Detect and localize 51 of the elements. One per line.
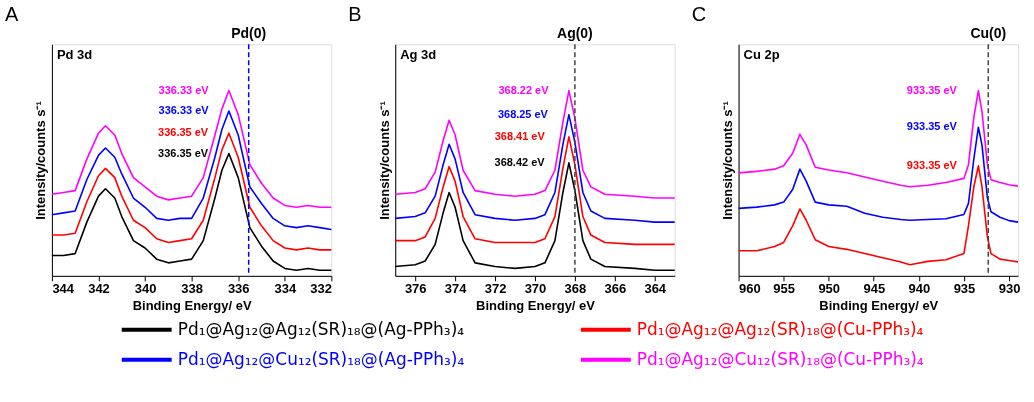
chart-title: C — [691, 3, 707, 26]
chart-subtitle: Ag 3d — [400, 47, 437, 63]
annotation: 933.35 eV — [906, 158, 958, 171]
x-tick-label: 960 — [739, 281, 761, 297]
x-tick-label: 945 — [863, 281, 886, 297]
chart-subtitle: Cu 2p — [743, 47, 780, 63]
x-tick-label: 340 — [134, 281, 157, 297]
x-tick-label: 372 — [484, 281, 507, 297]
x-tick-label: 364 — [644, 281, 667, 297]
y-axis-title: Intensity/counts s⁻¹ — [720, 101, 736, 220]
annotation: 368.42 eV — [494, 155, 546, 168]
x-tick-label: 368 — [564, 281, 587, 297]
y-axis-title: Intensity/counts s⁻¹ — [33, 101, 49, 220]
annotation: 336.33 eV — [158, 103, 210, 116]
annotation: 336.35 eV — [158, 146, 209, 159]
x-tick-label: 336 — [227, 281, 250, 297]
annotation: 933.35 eV — [906, 83, 958, 96]
x-tick-label: 334 — [274, 281, 297, 297]
x-tick-label: 940 — [908, 281, 931, 297]
x-tick-label: 332 — [310, 281, 332, 297]
legend-label: Pd₁@Ag₁₂@Cu₁₂(SR)₁₈@(Ag-PPh₃)₄ — [177, 348, 465, 369]
x-tick-label: 930 — [998, 281, 1021, 297]
x-tick-label: 935 — [953, 281, 976, 297]
x-axis-title: Binding Energy/ eV — [476, 298, 596, 314]
legend-label: Pd₁@Ag₁₂@Ag₁₂(SR)₁₈@(Ag-PPh₃)₄ — [177, 318, 465, 339]
annotation: 368.22 eV — [498, 83, 550, 96]
x-tick-label: 366 — [604, 281, 627, 297]
x-tick-label: 955 — [773, 281, 795, 297]
annotation: 368.41 eV — [494, 129, 546, 142]
annotation: 336.35 eV — [158, 126, 209, 139]
x-tick-label: 344 — [52, 281, 75, 297]
ref-line-label: Ag(0) — [557, 25, 593, 42]
x-tick-label: 370 — [524, 281, 547, 297]
legend-label: Pd₁@Ag₁₂@Cu₁₂(SR)₁₈@(Cu-PPh₃)₄ — [636, 348, 924, 369]
x-tick-label: 376 — [404, 281, 427, 297]
x-axis-title: Binding Energy/ eV — [819, 298, 939, 314]
chart-subtitle: Pd 3d — [56, 47, 93, 63]
annotation: 368.25 eV — [497, 107, 549, 120]
chart-title: B — [348, 3, 362, 26]
x-tick-label: 374 — [444, 281, 468, 297]
x-tick-label: 950 — [818, 281, 841, 297]
legend-label: Pd₁@Ag₁₂@Ag₁₂(SR)₁₈@(Cu-PPh₃)₄ — [636, 318, 924, 339]
x-axis-title: Binding Energy/ eV — [132, 298, 252, 314]
annotation: 933.35 eV — [906, 120, 958, 133]
x-tick-label: 342 — [88, 281, 110, 297]
ref-line-label: Pd(0) — [231, 25, 267, 42]
chart-title: A — [4, 3, 19, 26]
x-tick-label: 338 — [181, 281, 203, 297]
annotation: 336.33 eV — [158, 83, 210, 96]
ref-line-label: Cu(0) — [970, 25, 1007, 42]
y-axis-title: Intensity/counts s⁻¹ — [376, 101, 392, 220]
